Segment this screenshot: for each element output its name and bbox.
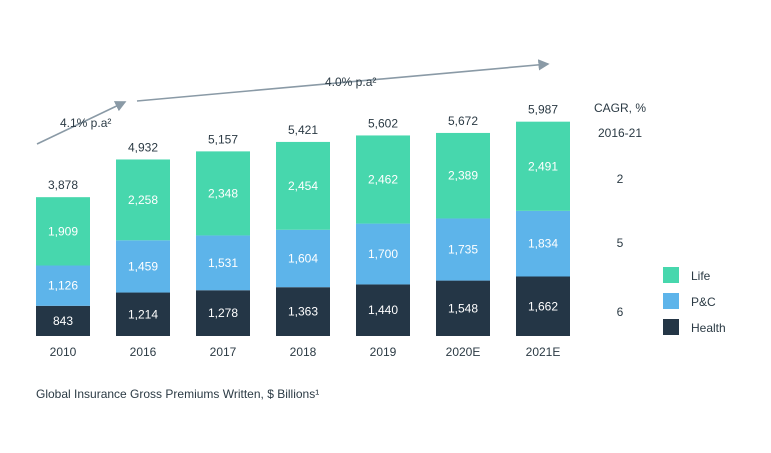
x-tick-2016: 2016 (130, 345, 157, 359)
data-label-health-2017: 1,278 (208, 306, 238, 320)
data-label-life-2021e: 2,491 (528, 159, 558, 173)
bar-p-c-2017 (196, 235, 250, 291)
legend-label-health: Health (691, 321, 726, 335)
bar-health-2019 (356, 284, 410, 336)
bar-life-2010 (36, 197, 90, 266)
total-label-2010: 3,878 (48, 178, 78, 192)
bar-p-c-2016 (116, 240, 170, 293)
bar-p-c-2019 (356, 223, 410, 285)
bar-p-c-2021e (516, 210, 570, 277)
growth-arrow-late (136, 59, 550, 102)
legend-swatch-life (663, 267, 679, 283)
bar-life-2020e (436, 132, 490, 219)
data-label-health-2016: 1,214 (128, 307, 158, 321)
data-label-p-c-2021e: 1,834 (528, 237, 558, 251)
data-label-life-2020e: 2,389 (448, 169, 478, 183)
x-tick-2017: 2017 (210, 345, 237, 359)
cagr-value-health: 6 (617, 305, 624, 319)
data-label-health-2010: 843 (53, 314, 73, 328)
data-label-life-2016: 2,258 (128, 193, 158, 207)
bar-health-2017 (196, 290, 250, 336)
total-label-2020e: 5,672 (448, 114, 478, 128)
x-tick-2019: 2019 (370, 345, 397, 359)
data-label-health-2021e: 1,662 (528, 299, 558, 313)
bar-health-2021e (516, 276, 570, 336)
bar-life-2021e (516, 121, 570, 211)
growth-label-early: 4.1% p.a² (60, 116, 111, 130)
bar-p-c-2020e (436, 218, 490, 281)
x-tick-2020e: 2020E (446, 345, 481, 359)
bars-group: 843 1,126 1,909 3,878 2010 1,214 1,459 2,258 4,9… (36, 103, 570, 359)
legend-swatch-pc (663, 293, 679, 309)
data-label-p-c-2018: 1,604 (288, 251, 318, 265)
data-label-life-2017: 2,348 (208, 186, 238, 200)
bar-p-c-2010 (36, 265, 90, 306)
data-label-health-2019: 1,440 (368, 303, 398, 317)
legend-swatch-health (663, 319, 679, 335)
bar-life-2016 (116, 159, 170, 241)
cagr-header-line2: 2016-21 (598, 126, 642, 140)
cagr-header-line1: CAGR, % (594, 101, 646, 115)
bar-health-2010 (36, 305, 90, 336)
cagr-value-life: 2 (617, 172, 624, 186)
data-label-health-2018: 1,363 (288, 305, 318, 319)
data-label-health-2020e: 1,548 (448, 301, 478, 315)
data-label-life-2019: 2,462 (368, 173, 398, 187)
bar-health-2020e (436, 280, 490, 336)
data-label-life-2018: 2,454 (288, 179, 318, 193)
data-label-p-c-2016: 1,459 (128, 259, 158, 273)
bar-health-2016 (116, 292, 170, 336)
growth-arrow-early (36, 101, 127, 145)
total-label-2019: 5,602 (368, 116, 398, 130)
x-tick-2018: 2018 (290, 345, 317, 359)
legend-label-pc: P&C (691, 295, 716, 309)
total-label-2018: 5,421 (288, 123, 318, 137)
bar-p-c-2018 (276, 229, 330, 288)
bar-life-2017 (196, 151, 250, 236)
data-label-p-c-2017: 1,531 (208, 256, 238, 270)
bar-life-2018 (276, 141, 330, 230)
total-label-2016: 4,932 (128, 140, 158, 154)
x-tick-2021e: 2021E (526, 345, 561, 359)
data-label-p-c-2020e: 1,735 (448, 243, 478, 257)
bar-health-2018 (276, 287, 330, 336)
chart-caption: Global Insurance Gross Premiums Written,… (36, 387, 319, 401)
cagr-value-pc: 5 (617, 236, 624, 250)
data-label-p-c-2010: 1,126 (48, 279, 78, 293)
x-tick-2010: 2010 (50, 345, 77, 359)
total-label-2017: 5,157 (208, 132, 238, 146)
data-label-p-c-2019: 1,700 (368, 247, 398, 261)
legend-label-life: Life (691, 269, 711, 283)
total-label-2021e: 5,987 (528, 103, 558, 117)
growth-label-late: 4.0% p.a² (325, 75, 376, 89)
data-label-life-2010: 1,909 (48, 224, 78, 238)
bar-life-2019 (356, 135, 410, 224)
